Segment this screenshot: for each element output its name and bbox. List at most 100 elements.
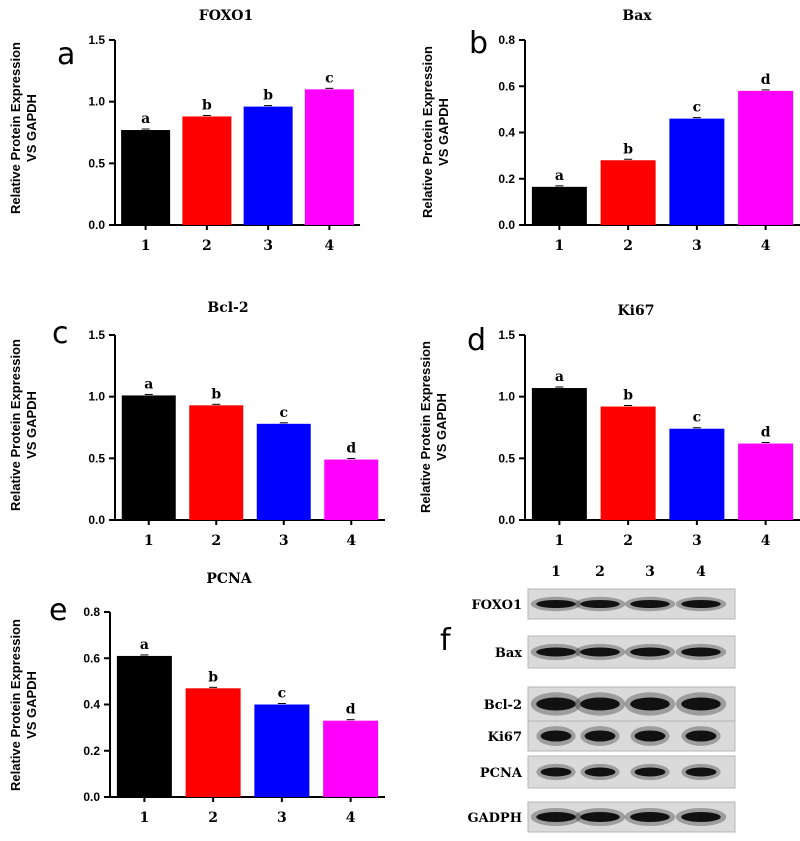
- y-tick-label: 0.0: [498, 218, 515, 232]
- x-tick-label: 1: [141, 238, 151, 254]
- significance-letter: a: [555, 369, 564, 385]
- plot-area-d: 0.0 0.5 1.0 1.5 1 a 2 b 3 c 4 d: [498, 328, 800, 549]
- significance-letter: d: [761, 72, 771, 88]
- blot-row-label: FOXO1: [471, 598, 522, 613]
- panel-a: a FOXO1 Relative Protein Expression VS G…: [8, 8, 360, 254]
- x-tick-label: 2: [208, 810, 218, 826]
- panel-label: e: [49, 593, 67, 628]
- significance-letter: b: [263, 88, 273, 104]
- band: [536, 697, 576, 711]
- y-tick-label: 0.6: [498, 79, 515, 93]
- band: [634, 767, 666, 777]
- significance-letter: b: [208, 669, 218, 685]
- blot-row-label: GADPH: [467, 811, 522, 826]
- band: [685, 730, 717, 742]
- y-tick-label: 1.5: [88, 328, 105, 342]
- chart-title: Ki67: [618, 303, 655, 319]
- y-tick-label: 0.0: [83, 790, 100, 804]
- y-tick-label: 0.8: [498, 33, 515, 47]
- y-tick-label: 0.0: [88, 513, 105, 527]
- bar: [256, 423, 311, 520]
- bar: [182, 116, 232, 225]
- y-axis-label-2: VS GAPDH: [434, 393, 449, 461]
- bar: [600, 160, 656, 225]
- bar: [121, 395, 176, 520]
- bar: [531, 186, 587, 225]
- plot-area-a: 0.0 0.5 1.0 1.5 1 a 2 b 3 b 4 c: [88, 33, 360, 254]
- bar: [243, 106, 293, 225]
- x-tick-label: 4: [761, 533, 771, 549]
- significance-letter: c: [693, 410, 702, 426]
- y-axis-label-2: VS GAPDH: [24, 671, 39, 739]
- x-tick-label: 4: [761, 238, 771, 254]
- y-tick-label: 1.0: [498, 390, 515, 404]
- bar: [324, 459, 379, 520]
- band: [584, 730, 616, 742]
- band: [634, 730, 666, 742]
- plot-area-c: 0.0 0.5 1.0 1.5 1 a 2 b 3 c 4 d: [88, 328, 385, 549]
- x-tick-label: 4: [325, 238, 335, 254]
- panel-e: e PCNA Relative Protein Expression VS GA…: [8, 571, 385, 826]
- band: [630, 600, 670, 608]
- bar: [738, 443, 794, 520]
- bar: [116, 655, 172, 797]
- chart-title: Bax: [622, 8, 652, 24]
- panel-label: c: [52, 316, 69, 351]
- western-blot: 1 2 3 4 FOXO1 Bax Bcl-2 Ki67 PCNA GADPH: [467, 564, 736, 833]
- bar: [323, 720, 379, 797]
- band: [580, 647, 620, 657]
- blot-row-label: Bcl-2: [484, 698, 522, 713]
- significance-letter: c: [278, 686, 287, 702]
- lane-label: 2: [595, 564, 605, 580]
- band: [685, 767, 717, 777]
- y-tick-label: 0.0: [498, 513, 515, 527]
- y-tick-label: 0.2: [83, 744, 100, 758]
- significance-letter: d: [346, 702, 356, 718]
- bar: [738, 90, 794, 225]
- y-tick-label: 1.0: [88, 390, 105, 404]
- blot-row-label: Ki67: [488, 730, 522, 745]
- significance-letter: b: [202, 97, 212, 113]
- y-axis-label: Relative Protein Expression: [8, 619, 23, 791]
- y-tick-label: 1.0: [88, 95, 105, 109]
- y-tick-label: 1.5: [88, 33, 105, 47]
- bar: [121, 130, 171, 225]
- lane-label: 1: [551, 564, 561, 580]
- band: [540, 730, 572, 742]
- band: [681, 812, 721, 822]
- y-tick-label: 0.5: [498, 451, 515, 465]
- band: [584, 767, 616, 777]
- band: [681, 600, 721, 608]
- panel-label: a: [57, 37, 75, 72]
- y-axis-label: Relative Protein Expression: [418, 341, 433, 513]
- panel-label: f: [440, 623, 452, 658]
- x-tick-label: 1: [144, 533, 154, 549]
- significance-letter: d: [761, 425, 771, 441]
- significance-letter: b: [623, 388, 633, 404]
- blot-row-label: Bax: [495, 646, 522, 661]
- y-axis-label-2: VS GAPDH: [24, 391, 39, 459]
- lane-label: 3: [645, 564, 655, 580]
- bar: [185, 688, 241, 797]
- x-tick-label: 4: [346, 810, 356, 826]
- x-tick-label: 2: [211, 533, 221, 549]
- band: [630, 697, 670, 711]
- y-tick-label: 0.4: [83, 698, 100, 712]
- chart-title: FOXO1: [199, 8, 253, 24]
- bar: [669, 428, 725, 520]
- bar: [304, 89, 354, 225]
- panel-d: d Ki67 Relative Protein Expression VS GA…: [418, 303, 800, 549]
- x-tick-label: 2: [202, 238, 212, 254]
- significance-letter: a: [144, 376, 153, 392]
- significance-letter: a: [140, 637, 149, 653]
- y-tick-label: 0.5: [88, 156, 105, 170]
- y-tick-label: 0.2: [498, 172, 515, 186]
- x-tick-label: 3: [277, 810, 287, 826]
- bar: [189, 405, 244, 520]
- x-tick-label: 3: [279, 533, 289, 549]
- panel-label: b: [469, 26, 488, 61]
- significance-letter: c: [325, 70, 334, 86]
- significance-letter: b: [211, 386, 221, 402]
- y-axis-label-2: VS GAPDH: [436, 98, 451, 166]
- y-axis-label-2: VS GAPDH: [24, 94, 39, 162]
